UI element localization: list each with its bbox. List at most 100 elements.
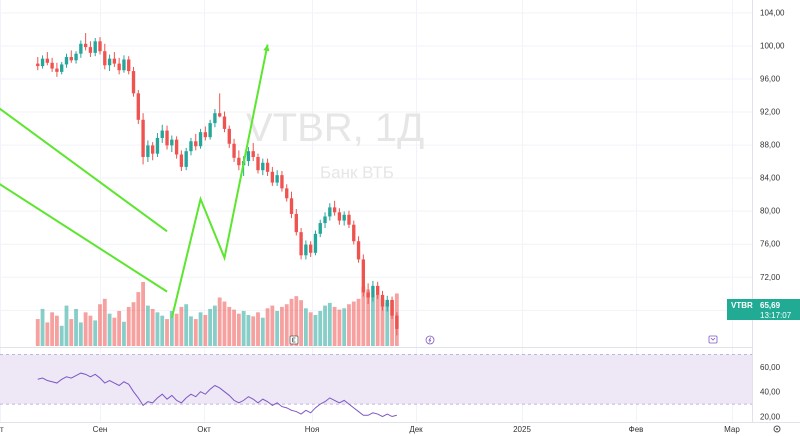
candle-body — [189, 141, 193, 152]
volume-series — [35, 282, 399, 346]
candle-series[interactable] — [36, 33, 399, 336]
volume-bar — [193, 319, 198, 346]
candle-body — [117, 63, 121, 71]
candle — [141, 113, 145, 165]
volume-bar — [361, 286, 366, 346]
panel-resize-icon[interactable] — [708, 335, 718, 344]
candle-body — [246, 151, 251, 162]
volume-bar — [232, 309, 236, 346]
volume-bar — [318, 310, 323, 346]
volume-bar — [342, 308, 347, 346]
candle-body — [275, 175, 279, 183]
candle — [380, 290, 385, 311]
volume-bar — [260, 317, 265, 346]
candle — [356, 236, 361, 263]
candle — [289, 191, 294, 219]
volume-bar — [189, 316, 193, 346]
candle-body — [294, 213, 298, 233]
candle — [88, 41, 93, 58]
gear-icon[interactable] — [773, 425, 781, 433]
volume-bar — [299, 300, 304, 346]
candle-body — [122, 59, 126, 71]
candle-body — [328, 207, 332, 217]
candle-body — [174, 139, 179, 155]
candle — [150, 142, 155, 161]
volume-bar — [380, 298, 385, 346]
candle — [275, 170, 279, 186]
candle-body — [280, 175, 284, 189]
time-tick-label: 2025 — [513, 425, 531, 434]
candle-body — [318, 223, 322, 234]
candle — [64, 53, 69, 68]
channel-trend-line — [0, 183, 168, 293]
candle-body — [323, 216, 327, 224]
volume-bar — [59, 325, 64, 346]
volume-bar — [390, 300, 394, 346]
candle-body — [299, 232, 303, 256]
forecast-arrowhead — [263, 44, 270, 52]
candle — [60, 61, 64, 75]
candle-body — [136, 93, 140, 120]
candle-body — [40, 58, 45, 67]
candle-body — [366, 292, 370, 298]
candle-body — [308, 244, 313, 253]
volume-bar — [131, 302, 136, 346]
volume-bar — [54, 315, 59, 346]
candle-body — [361, 259, 366, 293]
candle — [36, 57, 40, 71]
price-axis-bg[interactable] — [752, 0, 800, 436]
volume-bar — [45, 322, 50, 346]
drawings-layer[interactable] — [0, 44, 270, 319]
candle — [146, 140, 150, 162]
volume-bar — [241, 310, 246, 346]
volume-bar — [35, 319, 40, 346]
volume-bar — [102, 298, 107, 346]
volume-bar — [107, 313, 112, 346]
candle-body — [356, 241, 361, 260]
volume-bar — [78, 322, 83, 346]
candle-body — [103, 51, 107, 66]
candle-body — [50, 62, 54, 69]
candle-body — [45, 58, 50, 63]
candle-body — [60, 64, 64, 72]
e-flag-icon[interactable] — [289, 335, 299, 345]
volume-bar — [88, 315, 93, 346]
volume-bar — [64, 305, 69, 346]
volume-bar — [184, 304, 189, 346]
candle — [40, 55, 45, 69]
volume-bar — [174, 313, 179, 346]
candle — [385, 295, 389, 312]
price-axis-labels: 104,00 100,00 96,00 92,00 88,00 84,00 80,00 76,… — [760, 8, 785, 314]
candle — [328, 203, 332, 221]
candle — [313, 230, 318, 256]
candle-body — [265, 162, 270, 172]
lightning-icon[interactable] — [425, 335, 435, 345]
volume-bar — [308, 312, 313, 346]
candle — [337, 208, 342, 225]
candle-body — [79, 43, 83, 54]
volume-bar — [112, 317, 117, 346]
time-tick-label: Окт — [197, 425, 211, 434]
volume-bar — [117, 310, 122, 346]
badge-ticker: VTBR — [731, 301, 753, 310]
candle — [246, 147, 251, 167]
candle — [323, 212, 327, 229]
candle-body — [222, 116, 227, 129]
candle-body — [332, 207, 337, 213]
volume-bar — [366, 289, 371, 346]
candle-body — [227, 128, 231, 144]
volume-bar — [256, 312, 260, 346]
candle — [131, 66, 136, 97]
volume-bar — [246, 315, 251, 346]
rsi-tick-label: 60,00 — [760, 363, 781, 372]
time-axis-labels[interactable]: т Сен Окт Ноя Дек 2025 Фев Мар — [0, 425, 740, 434]
volume-bar — [265, 308, 270, 346]
volume-bar — [141, 282, 146, 346]
candle — [198, 128, 203, 149]
candle-body — [131, 71, 136, 94]
candle — [189, 137, 193, 156]
candle — [93, 38, 97, 57]
candle-body — [213, 113, 217, 124]
price-tick-label: 88,00 — [760, 141, 781, 150]
